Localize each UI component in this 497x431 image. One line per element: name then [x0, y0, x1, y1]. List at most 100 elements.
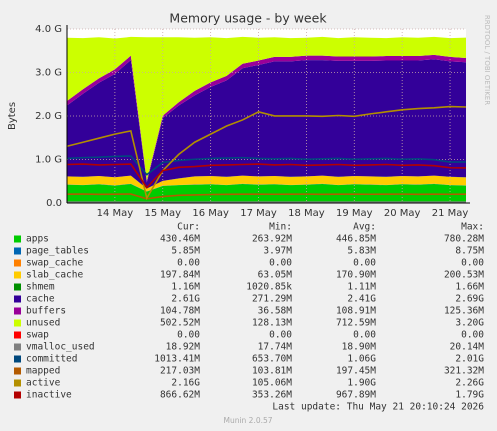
line	[66, 105, 467, 201]
footer: Munin 2.0.57	[223, 416, 272, 425]
legend-swatch	[14, 283, 21, 291]
legend-stat: 3.20G	[455, 318, 484, 329]
legend-stat: 0.00	[269, 330, 292, 341]
legend-label: inactive	[26, 390, 72, 401]
x-tick-label: 16 May	[192, 208, 229, 219]
legend-stat: 1020.85k	[246, 282, 292, 293]
legend-stat: 108.91M	[336, 306, 376, 317]
legend-header: Min:	[269, 222, 292, 233]
legend-stat: 502.52M	[160, 318, 200, 329]
legend-swatch	[14, 379, 21, 387]
y-tick-label: 4.0 G	[35, 24, 62, 35]
legend-stat: 1013.41M	[154, 354, 200, 365]
legend-stat: 0.00	[269, 258, 292, 269]
legend-stat: 36.58M	[258, 306, 293, 317]
legend-stat: 17.74M	[258, 342, 293, 353]
x-tick-label: 18 May	[288, 208, 325, 219]
side-text: RRDTOOL / TOBI OETIKER	[483, 15, 491, 105]
line	[66, 163, 467, 189]
legend-label: committed	[26, 354, 77, 365]
legend-stat: 0.00	[461, 330, 484, 341]
legend-header: Max:	[461, 222, 484, 233]
legend-stat: 200.53M	[444, 270, 484, 281]
chart-title: Memory usage - by week	[169, 11, 327, 26]
legend-stat: 321.32M	[444, 366, 484, 377]
y-tick-label: 2.0 G	[35, 111, 62, 122]
y-tick-label: 0.0	[46, 198, 62, 209]
legend-label: apps	[26, 234, 49, 245]
legend-stat: 197.84M	[160, 270, 200, 281]
legend-stat: 0.00	[353, 258, 376, 269]
legend-stat: 63.05M	[258, 270, 293, 281]
legend-label: swap	[26, 330, 49, 341]
legend-swatch	[14, 295, 21, 303]
legend-stat: 2.01G	[455, 354, 484, 365]
legend-stat: 1.66M	[455, 282, 484, 293]
legend-stat: 197.45M	[336, 366, 376, 377]
legend-stat: 3.97M	[263, 246, 292, 257]
line	[66, 193, 467, 200]
y-tick-label: 1.0 G	[35, 155, 62, 166]
legend-stat: 0.00	[177, 330, 200, 341]
legend-swatch	[14, 307, 21, 315]
area	[67, 183, 466, 192]
legend-label: mapped	[26, 366, 60, 377]
legend-stat: 430.46M	[160, 234, 200, 245]
last-update: Last update: Thu May 21 20:10:24 2026	[272, 402, 484, 413]
legend-stat: 217.03M	[160, 366, 200, 377]
legend-swatch	[14, 355, 21, 363]
legend-label: unused	[26, 318, 60, 329]
legend-swatch	[14, 367, 21, 375]
legend-label: shmem	[26, 282, 55, 293]
legend-stat: 2.69G	[455, 294, 484, 305]
legend-stat: 103.81M	[252, 366, 292, 377]
legend-stat: 170.90M	[336, 270, 376, 281]
legend-stat: 1.79G	[455, 390, 484, 401]
legend-stat: 1.11M	[347, 282, 376, 293]
legend-label: vmalloc_used	[26, 342, 95, 353]
legend-stat: 263.92M	[252, 234, 292, 245]
area	[67, 59, 466, 189]
legend-swatch	[14, 235, 21, 243]
y-axis-label: Bytes	[7, 102, 18, 130]
legend-swatch	[14, 343, 21, 351]
legend-stat: 1.06G	[347, 354, 376, 365]
legend-stat: 271.29M	[252, 294, 292, 305]
legend-swatch	[14, 331, 21, 339]
legend-stat: 128.13M	[252, 318, 292, 329]
legend-stat: 0.00	[461, 258, 484, 269]
legend-swatch	[14, 271, 21, 279]
legend-stat: 2.61G	[171, 294, 200, 305]
x-tick-label: 20 May	[384, 208, 421, 219]
legend-stat: 653.70M	[252, 354, 292, 365]
legend-stat: 780.28M	[444, 234, 484, 245]
legend-stat: 866.62M	[160, 390, 200, 401]
legend-stat: 1.90G	[347, 378, 376, 389]
legend-stat: 18.92M	[166, 342, 201, 353]
legend-header: Avg:	[353, 222, 376, 233]
legend-swatch	[14, 391, 21, 399]
line	[66, 155, 467, 176]
legend-label: cache	[26, 294, 55, 305]
legend-stat: 353.26M	[252, 390, 292, 401]
legend-stat: 2.41G	[347, 294, 376, 305]
legend-stat: 712.59M	[336, 318, 376, 329]
x-tick-label: 21 May	[432, 208, 469, 219]
legend-stat: 20.14M	[450, 342, 485, 353]
legend-stat: 2.16G	[171, 378, 200, 389]
legend-label: slab_cache	[26, 270, 83, 281]
legend-swatch	[14, 247, 21, 255]
legend-label: buffers	[26, 306, 66, 317]
legend-stat: 8.75M	[455, 246, 484, 257]
y-tick-label: 3.0 G	[35, 68, 62, 79]
legend-stat: 1.16M	[171, 282, 200, 293]
legend-swatch	[14, 259, 21, 267]
legend-stat: 104.78M	[160, 306, 200, 317]
x-tick-label: 19 May	[336, 208, 373, 219]
legend-stat: 0.00	[353, 330, 376, 341]
legend-stat: 967.89M	[336, 390, 376, 401]
legend-stat: 18.90M	[342, 342, 377, 353]
legend-stat: 446.85M	[336, 234, 376, 245]
legend-label: page_tables	[26, 246, 89, 257]
